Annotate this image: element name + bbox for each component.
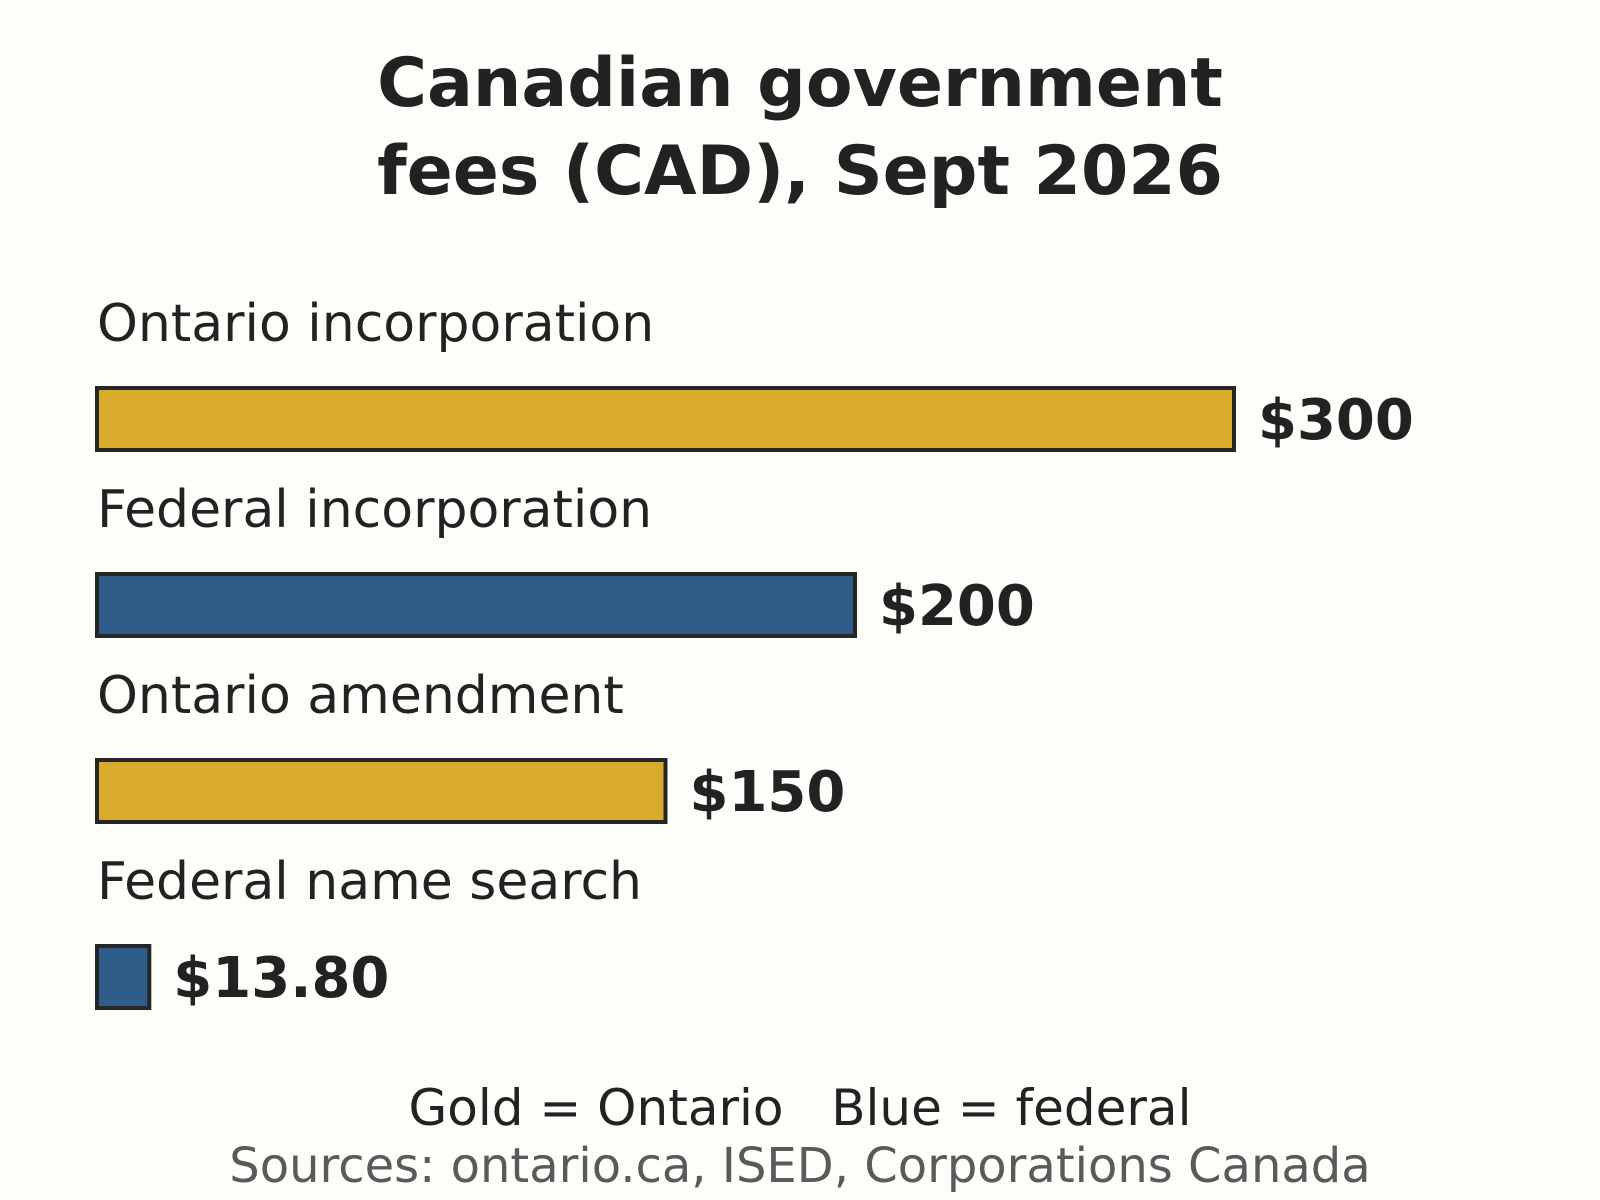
chart-title-line-1: Canadian government bbox=[377, 44, 1223, 123]
bar bbox=[95, 944, 152, 1010]
legend-federal: Blue = federal bbox=[831, 1079, 1192, 1137]
category-label: Ontario incorporation bbox=[97, 294, 654, 354]
chart-title: Canadian government fees (CAD), Sept 202… bbox=[0, 40, 1600, 216]
value-label: $13.80 bbox=[173, 946, 389, 1011]
category-label: Federal incorporation bbox=[97, 480, 652, 540]
category-label: Federal name search bbox=[97, 852, 642, 912]
legend-ontario: Gold = Ontario bbox=[408, 1079, 784, 1137]
category-label: Ontario amendment bbox=[97, 666, 624, 726]
value-label: $300 bbox=[1258, 388, 1414, 453]
chart-title-line-2: fees (CAD), Sept 2026 bbox=[377, 132, 1223, 211]
bar bbox=[95, 758, 668, 824]
legend: Gold = Ontario Blue = federal bbox=[0, 1078, 1600, 1138]
bar bbox=[95, 386, 1236, 452]
source-note: Sources: ontario.ca, ISED, Corporations … bbox=[229, 1138, 1371, 1194]
value-label: $200 bbox=[879, 574, 1035, 639]
bar bbox=[95, 572, 857, 638]
value-label: $150 bbox=[690, 760, 846, 825]
